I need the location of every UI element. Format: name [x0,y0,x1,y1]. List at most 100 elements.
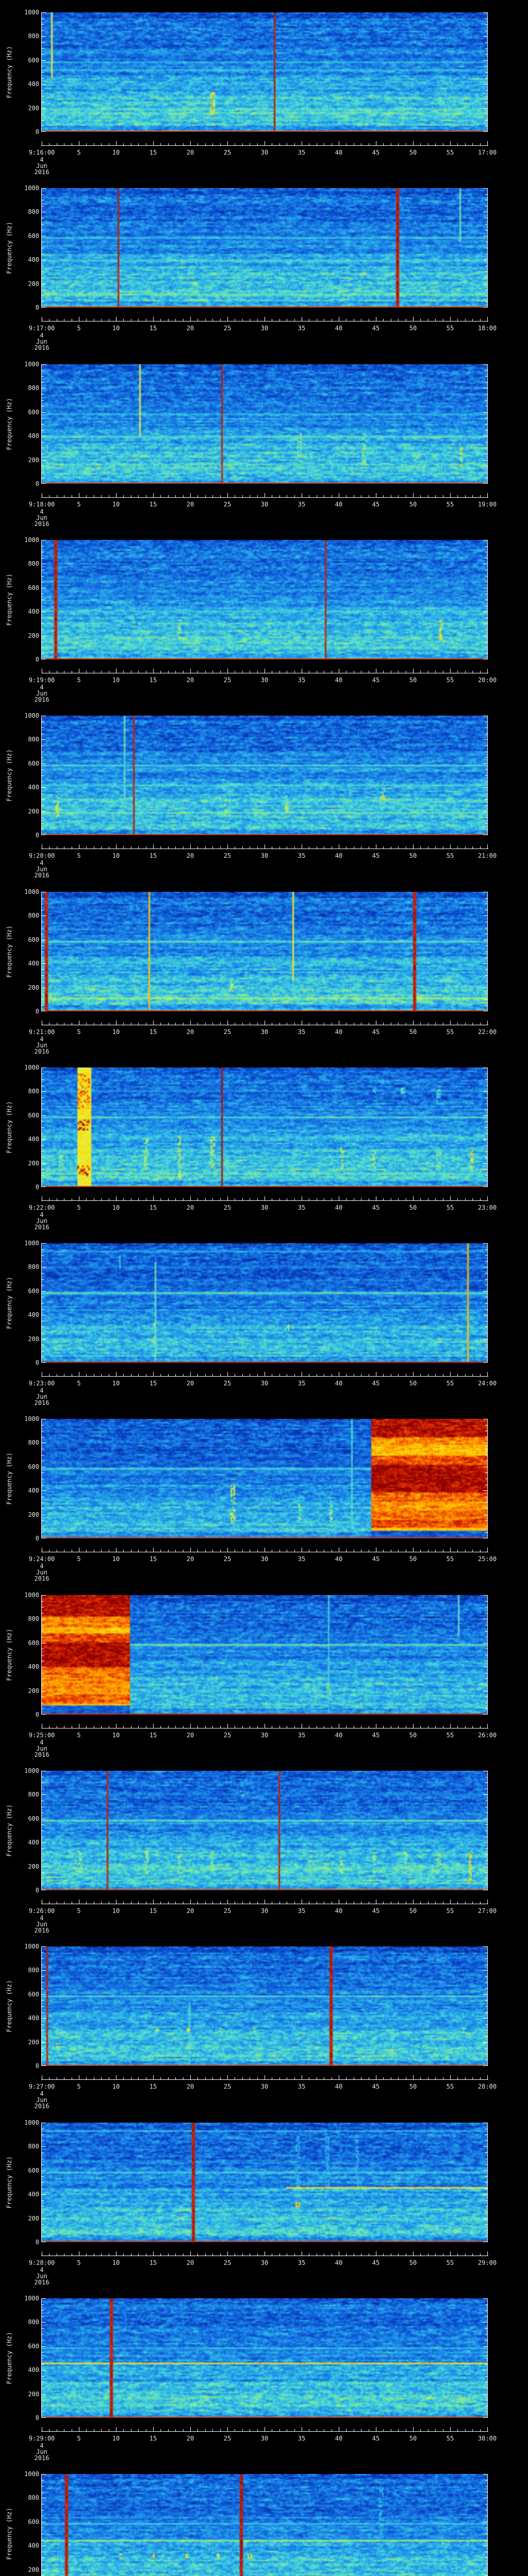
y-tick-label: 200 [28,1687,39,1694]
y-tick [42,30,44,31]
x-tick [472,671,473,673]
x-tick [116,317,117,321]
x-tick [175,1023,176,1025]
end-time-label: 25:00 [477,1555,497,1563]
y-tick [485,370,487,371]
x-tick [413,493,414,497]
x-tick [465,1550,466,1552]
y-tick [42,2328,44,2329]
x-tick-label: 35 [298,2083,306,2090]
x-tick-label: 15 [149,2259,157,2266]
x-tick [138,495,139,497]
y-tick [485,1127,487,1128]
x-tick [168,2253,169,2256]
x-tick-label: 35 [298,501,306,508]
x-tick [183,319,184,321]
x-tick [420,846,421,849]
x-tick [212,1023,213,1025]
x-tick [227,2427,228,2431]
y-tick [42,1273,44,1274]
x-tick [420,1374,421,1376]
x-tick [49,1023,50,1025]
y-tick-label: 600 [28,409,39,416]
x-tick [168,319,169,321]
y-tick [485,2206,487,2207]
y-axis-title: Frequency (Hz) [6,749,13,802]
x-tick [435,2253,436,2256]
x-tick-label: 35 [298,1907,306,1914]
y-tick [485,2376,487,2377]
y-tick [42,460,46,461]
x-tick [398,1902,399,1904]
y-tick-label: 200 [28,105,39,112]
y-tick-label: 200 [28,456,39,464]
y-tick-label: 600 [28,1112,39,1119]
y-tick-label: 600 [28,584,39,591]
x-tick [190,1372,191,1376]
x-tick [472,1726,473,1728]
x-tick-label: 20 [186,676,194,684]
y-tick [42,2194,46,2195]
x-tick [205,671,206,673]
x-tick [279,495,280,497]
y-axis-line-right [487,1595,488,1715]
y-tick [42,1243,46,1244]
x-tick [123,1902,124,1904]
x-tick-label: 15 [149,1907,157,1914]
spectrogram-panel: Frequency (Hz) 9:21:00 22:00 4 Jun 2016 0 2… [0,879,528,1056]
x-tick [138,671,139,673]
y-tick [485,1005,487,1006]
x-tick-label: 55 [446,1555,454,1563]
x-tick-label: 5 [77,1380,81,1387]
date-line: 2016 [34,520,50,528]
y-tick [485,1631,487,1632]
date-line: Jun [36,866,47,873]
y-tick [485,1309,487,1310]
x-tick [420,143,421,145]
y-tick [42,376,44,377]
y-tick-label: 1000 [24,1591,39,1599]
x-tick [450,1548,451,1552]
x-tick-label: 50 [409,1907,417,1914]
y-axis-line-right [487,540,488,659]
x-tick [138,143,139,145]
y-tick [42,1079,44,1080]
date-line: 2016 [34,2103,50,2110]
x-tick-label: 10 [112,676,120,684]
x-axis-line [41,145,488,146]
x-tick [197,495,198,497]
y-tick [483,483,487,484]
date-line: 4 [40,2442,44,2449]
y-tick [42,1127,44,1128]
x-tick [123,1726,124,1728]
x-tick [450,2427,451,2431]
x-tick [457,319,458,321]
y-axis-title: Frequency (Hz) [6,1452,13,1505]
x-tick [227,2075,228,2079]
x-tick-label: 55 [446,2259,454,2266]
x-tick [242,846,243,849]
x-tick [420,1726,421,1728]
end-time-label: 19:00 [477,501,497,508]
y-tick [485,1169,487,1170]
y-tick [42,799,44,800]
y-tick [485,2230,487,2231]
y-tick [42,2322,46,2323]
x-tick-label: 15 [149,1732,157,1739]
y-tick [42,2394,46,2395]
end-time-label: 23:00 [477,1204,497,1211]
date-line: Jun [36,2448,47,2455]
x-tick [413,844,414,849]
x-tick [153,2075,154,2079]
x-tick [123,495,124,497]
y-tick [485,394,487,395]
y-tick [485,1964,487,1965]
x-tick-label: 30 [260,2259,269,2266]
y-tick-label: 1000 [24,1064,39,1071]
x-tick-label: 40 [335,2259,343,2266]
y-tick-label: 1000 [24,1943,39,1950]
x-tick [294,1374,295,1376]
y-tick [483,12,487,13]
y-tick [483,412,487,413]
x-tick [279,143,280,145]
